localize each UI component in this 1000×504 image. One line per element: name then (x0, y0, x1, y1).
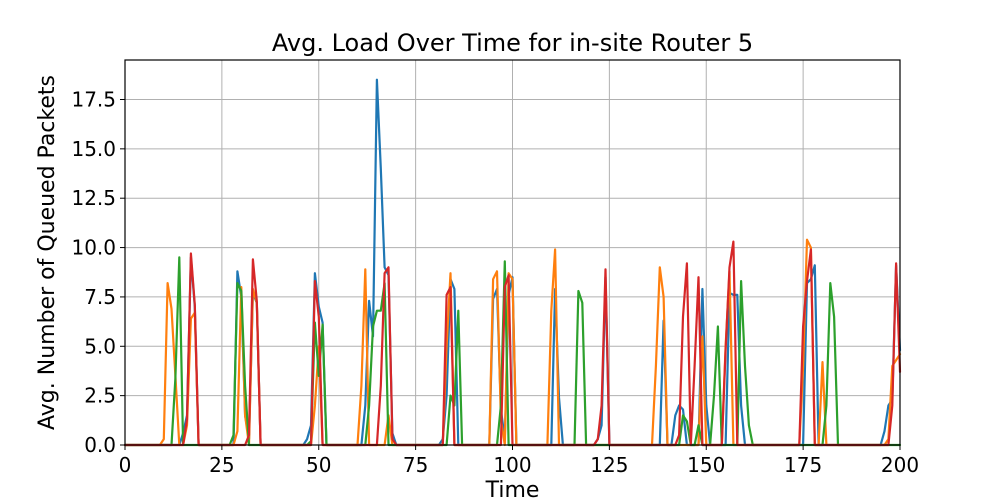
x-tick-label: 175 (784, 453, 822, 477)
x-tick-label: 125 (590, 453, 628, 477)
y-tick-label: 7.5 (84, 285, 116, 309)
y-tick-label: 0.0 (84, 433, 116, 457)
x-tick-label: 0 (119, 453, 132, 477)
x-tick-label: 50 (306, 453, 331, 477)
y-tick-label: 15.0 (71, 137, 116, 161)
x-tick-label: 25 (209, 453, 234, 477)
series-line-4 (123, 240, 902, 447)
y-tick-label: 17.5 (71, 87, 116, 111)
x-tick-label: 100 (493, 453, 531, 477)
y-tick-label: 5.0 (84, 334, 116, 358)
y-tick-label: 2.5 (84, 384, 116, 408)
y-tick-label: 12.5 (71, 186, 116, 210)
x-tick-label: 150 (687, 453, 725, 477)
axis-ticks: 0 25 50 75 100 125 150 175 200 0.0 2.5 5.0 7.5 10.0 12… (71, 87, 919, 477)
x-tick-label: 200 (881, 453, 919, 477)
x-axis-title: Time (485, 478, 540, 500)
y-tick-label: 10.0 (71, 236, 116, 260)
x-tick-label: 75 (403, 453, 428, 477)
y-axis-title: Avg. Number of Queued Packets (35, 75, 60, 430)
chart-title: Avg. Load Over Time for in-site Router 5 (272, 29, 753, 57)
